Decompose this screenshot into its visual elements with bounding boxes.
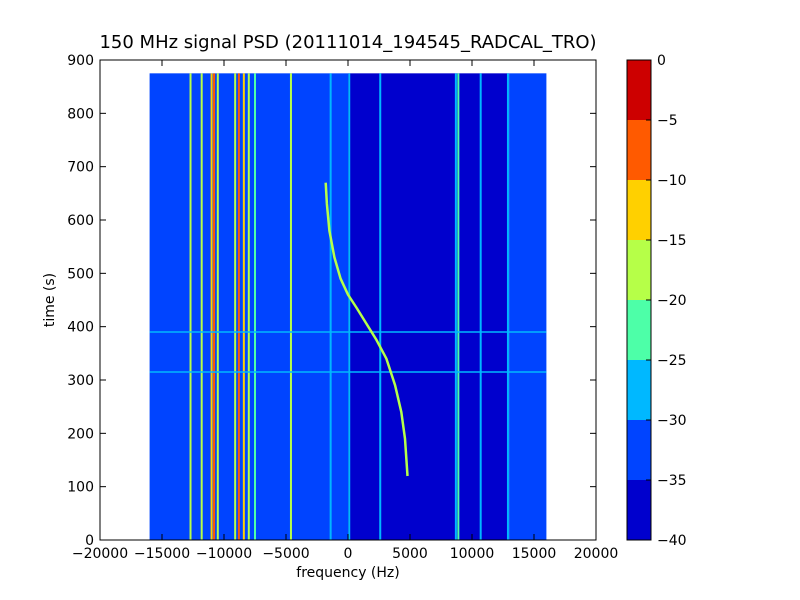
x-tick-label-5: 5000	[392, 546, 428, 562]
x-tick-label-1: −15000	[134, 546, 190, 562]
colorbar-tick-label-7: −35	[657, 473, 687, 489]
y-tick-label-2: 200	[67, 426, 94, 442]
y-tick-label-8: 800	[67, 106, 94, 122]
colorbar-tick-label-8: −40	[657, 533, 687, 549]
x-tick-label-3: −5000	[262, 546, 309, 562]
colorbar-band-6	[627, 120, 651, 180]
y-tick-label-4: 400	[67, 320, 94, 336]
plot-area	[99, 59, 597, 541]
y-tick-label-5: 500	[67, 266, 94, 282]
colorbar: 0 −5 −10 −15 −20 −25 −30 −35 −40	[626, 53, 687, 549]
x-axis-label: frequency (Hz)	[296, 565, 399, 581]
x-tick-label-8: 20000	[574, 546, 619, 562]
colorbar-tick-label-6: −30	[657, 413, 687, 429]
spectrogram	[149, 73, 547, 540]
colorbar-band-3	[627, 300, 651, 360]
colorbar-band-5	[627, 180, 651, 240]
chart-title: 150 MHz signal PSD (20111014_194545_RADC…	[99, 32, 596, 53]
y-tick-label-0: 0	[85, 533, 94, 549]
background-region-2	[509, 73, 547, 540]
x-tick-label-6: 10000	[450, 546, 495, 562]
colorbar-band-4	[627, 240, 651, 300]
x-tick-label-0: −20000	[72, 546, 128, 562]
colorbar-band-0	[627, 480, 651, 540]
x-axis-ticks: −20000 −15000 −10000 −5000 0 5000 10000 15000 20…	[72, 60, 618, 562]
x-tick-label-2: −10000	[196, 546, 252, 562]
colorbar-tick-label-2: −10	[657, 173, 687, 189]
y-tick-label-1: 100	[67, 480, 94, 496]
background-region-1	[348, 73, 510, 540]
colorbar-tick-label-3: −15	[657, 233, 687, 249]
y-axis-label: time (s)	[42, 273, 58, 327]
y-tick-label-7: 700	[67, 160, 94, 176]
y-tick-label-6: 600	[67, 213, 94, 229]
colorbar-tick-label-1: −5	[657, 113, 678, 129]
colorbar-band-1	[627, 420, 651, 480]
x-tick-label-4: 0	[344, 546, 353, 562]
colorbar-tick-label-0: 0	[657, 53, 666, 69]
y-tick-label-9: 900	[67, 53, 94, 69]
x-tick-label-7: 15000	[512, 546, 557, 562]
drifting-signal	[324, 182, 409, 477]
colorbar-tick-label-5: −25	[657, 353, 687, 369]
colorbar-band-2	[627, 360, 651, 420]
colorbar-band-7	[627, 60, 651, 120]
y-tick-label-3: 300	[67, 373, 94, 389]
y-axis-ticks: 0 100 200 300 400 500 600 700 800 900	[67, 53, 596, 549]
colorbar-tick-label-4: −20	[657, 293, 687, 309]
